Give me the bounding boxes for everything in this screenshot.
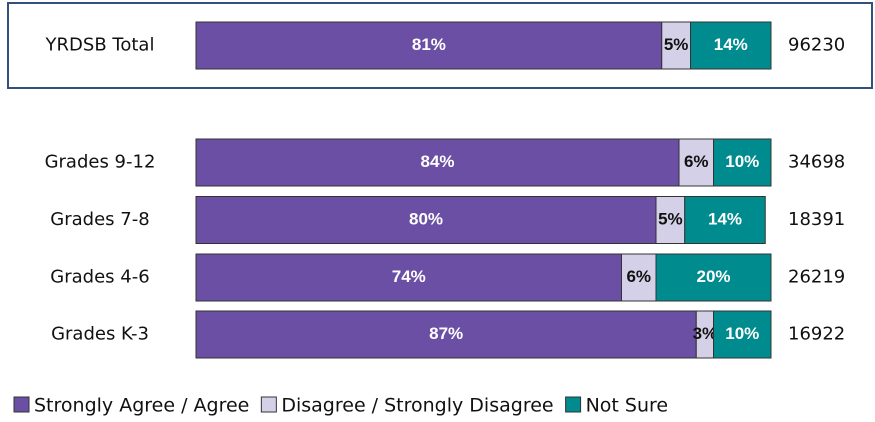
bar-segment: [195, 138, 680, 187]
bar-segment: [655, 253, 772, 302]
bar-segment: [713, 138, 772, 187]
bar-segment: [684, 196, 766, 244]
legend-label: Not Sure: [586, 395, 669, 417]
count-label: 96230: [788, 35, 845, 56]
bar-segment: [713, 310, 772, 359]
legend-swatch: [260, 396, 277, 413]
category-label: Grades K-3: [51, 324, 149, 345]
value-label: 14%: [714, 35, 748, 54]
legend-label: Strongly Agree / Agree: [34, 395, 249, 417]
value-label: 20%: [696, 267, 730, 286]
category-label: Grades 4-6: [50, 267, 149, 288]
bar-segment: [678, 138, 714, 187]
bar-segment: [195, 310, 697, 359]
category-label: Grades 9-12: [45, 152, 156, 173]
count-label: 18391: [788, 209, 845, 230]
bar-segment: [195, 196, 657, 244]
category-label: YRDSB Total: [45, 35, 155, 56]
count-label: 26219: [788, 267, 845, 288]
bar-segment: [195, 253, 622, 302]
bar-segment: [661, 21, 691, 70]
value-label: 5%: [658, 209, 683, 228]
value-label: 14%: [708, 209, 742, 228]
value-label: 80%: [409, 209, 443, 228]
legend-swatch: [13, 396, 30, 413]
bar-segment: [655, 196, 686, 244]
count-label: 34698: [788, 152, 845, 173]
category-label: Grades 7-8: [50, 209, 149, 230]
value-label: 6%: [684, 152, 709, 171]
bar-segment: [195, 21, 663, 70]
bar-segment: [621, 253, 657, 302]
value-label: 87%: [429, 324, 463, 343]
highlight-box: [7, 2, 873, 89]
value-label: 81%: [412, 35, 446, 54]
value-label: 5%: [664, 35, 689, 54]
value-label: 10%: [725, 152, 759, 171]
value-label: 3%: [693, 324, 718, 343]
value-label: 10%: [725, 324, 759, 343]
bar-segment: [690, 21, 772, 70]
legend-swatch: [565, 396, 582, 413]
legend-label: Disagree / Strongly Disagree: [281, 395, 553, 417]
value-label: 84%: [420, 152, 454, 171]
value-label: 74%: [392, 267, 426, 286]
count-label: 16922: [788, 324, 845, 345]
value-label: 6%: [626, 267, 651, 286]
